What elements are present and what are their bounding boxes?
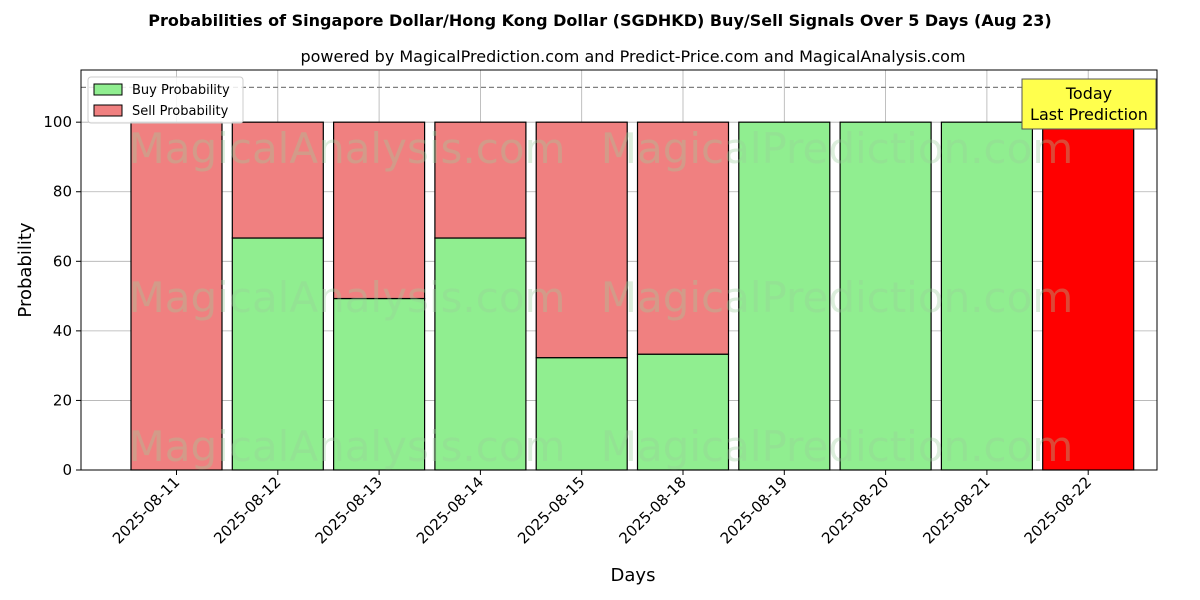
sell-bar [333,121,426,300]
x-tick-label: 2025-08-14 [413,473,487,547]
y-tick-label: 100 [43,113,72,131]
legend: Buy Probability Sell Probability [87,76,244,124]
annotation-text: Today [1065,84,1112,103]
watermark-text: MagicalAnalysis.com [129,273,566,322]
y-tick-label: 40 [53,322,72,340]
watermark-text: MagicalAnalysis.com [129,422,566,471]
x-tick-label: 2025-08-20 [818,473,892,547]
chart-subtitle: powered by MagicalPrediction.com and Pre… [300,47,965,66]
legend-box [87,76,244,124]
watermark-text: MagicalAnalysis.com [129,124,566,173]
legend-swatch [93,104,123,117]
sell-bar [1042,121,1135,471]
y-tick-label: 60 [53,252,72,270]
buy-bar [839,121,932,471]
watermark-text: MagicalPrediction.com [601,422,1074,471]
y-tick-label: 20 [53,391,72,409]
watermark-text: MagicalPrediction.com [601,273,1074,322]
buy-bar [333,297,426,471]
sell-bar [636,121,730,355]
x-tick-label: 2025-08-22 [1021,473,1095,547]
watermarks: MagicalAnalysis.com MagicalPrediction.com… [129,124,1074,471]
x-tick-label: 2025-08-15 [514,473,588,547]
annotation-box [1021,78,1157,130]
sell-bar [535,121,628,359]
legend-label: Sell Probability [132,104,229,119]
y-axis: 0 20 40 60 80 100 [43,113,81,479]
buy-bar [636,353,730,471]
watermark-text: MagicalPrediction.com [601,124,1074,173]
sell-bar [130,121,223,471]
buy-bar [738,121,831,471]
buy-bar [434,237,527,471]
x-tick-label: 2025-08-13 [312,473,386,547]
x-axis: 2025-08-11 2025-08-12 2025-08-13 2025-08-14… [109,470,1095,547]
x-tick-label: 2025-08-19 [717,473,791,547]
annotation-text: Last Prediction [1030,105,1148,124]
bars [130,121,1135,471]
legend-swatch [93,83,123,96]
x-tick-label: 2025-08-11 [109,473,183,547]
y-tick-label: 80 [53,183,72,201]
legend-label: Buy Probability [132,83,230,98]
sell-bar [231,121,324,239]
y-tick-label: 0 [62,461,72,479]
buy-bar [940,121,1034,471]
today-annotation: Today Last Prediction [1021,78,1157,130]
x-tick-label: 2025-08-21 [919,473,993,547]
y-axis-label: Probability [15,222,36,317]
x-axis-label: Days [611,565,656,586]
plot-frame [80,69,1158,471]
chart-title: Probabilities of Singapore Dollar/Hong K… [148,11,1051,30]
x-tick-label: 2025-08-18 [615,473,689,547]
x-tick-label: 2025-08-12 [210,473,284,547]
sell-bar [434,121,527,239]
